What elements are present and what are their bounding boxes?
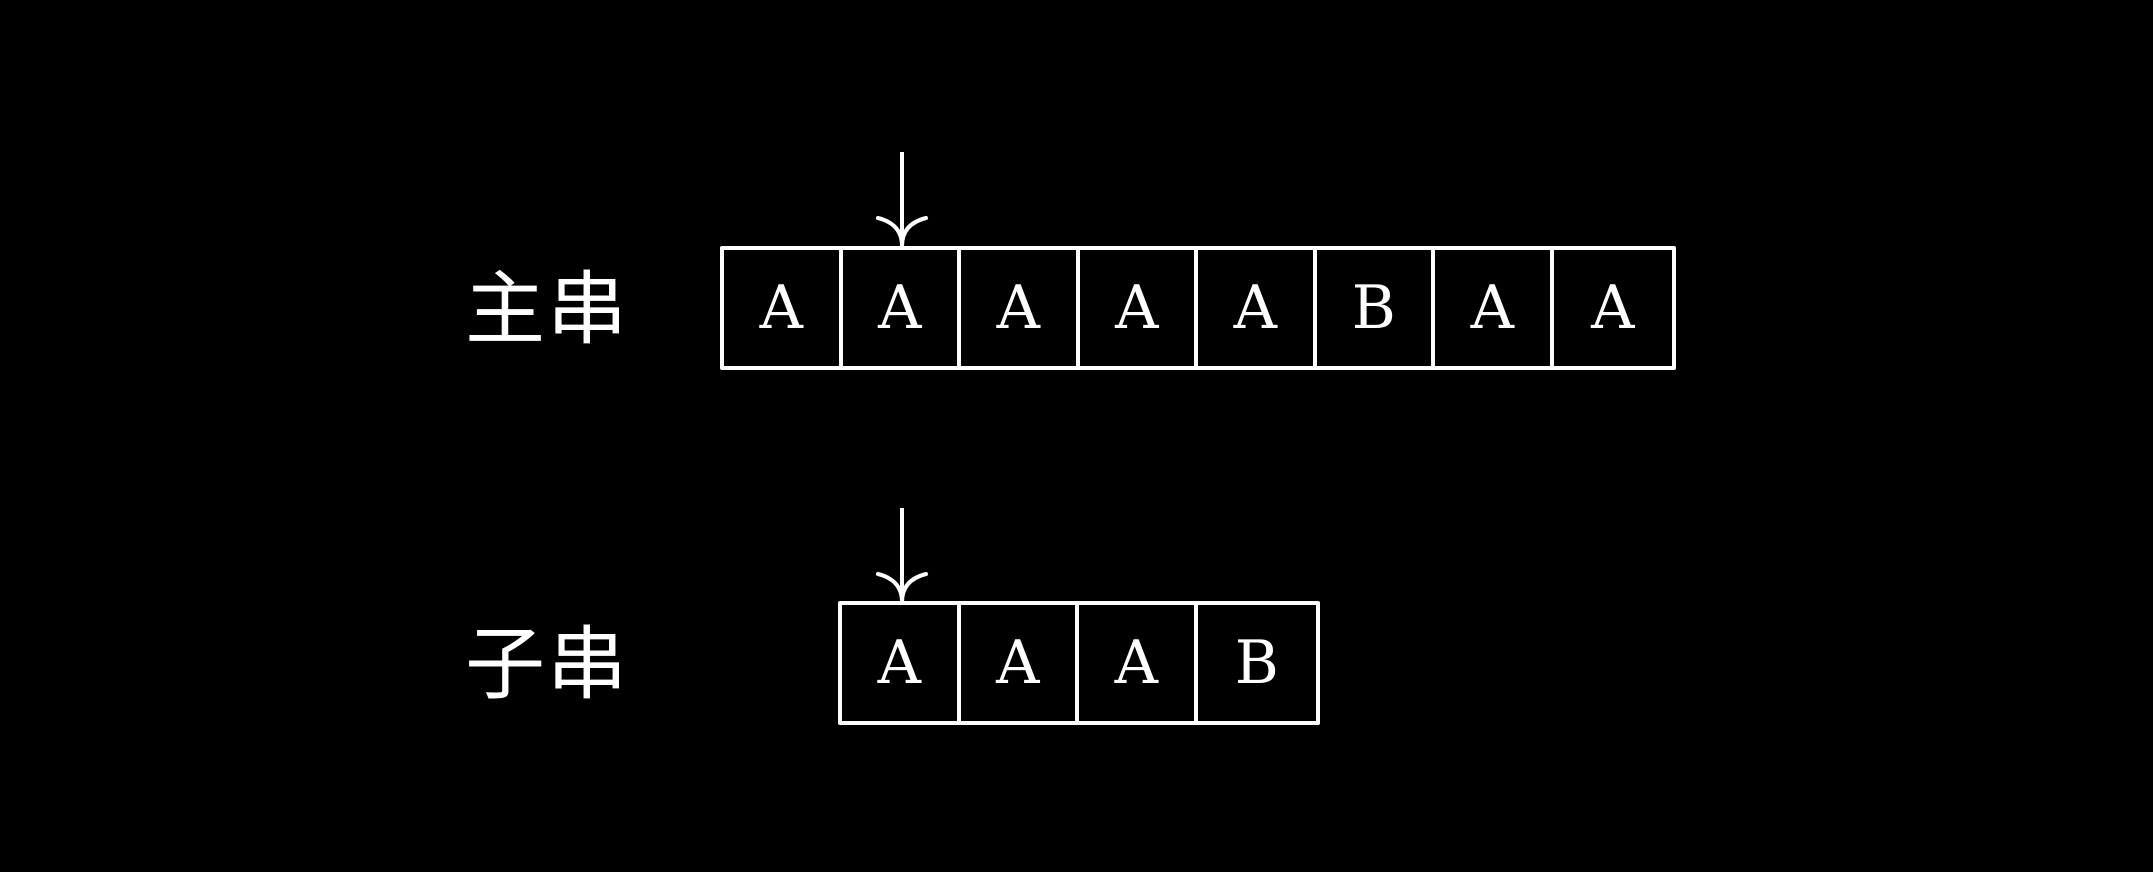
main-string-cell: A bbox=[1591, 273, 1635, 343]
main-string-cell: A bbox=[961, 250, 1080, 366]
sub-string-cell: A bbox=[1079, 605, 1198, 721]
main-string-cell: B bbox=[1317, 250, 1435, 366]
main-string-cell: A bbox=[1435, 250, 1554, 366]
main-string-cell: A bbox=[1080, 250, 1198, 366]
sub-string-cell: B bbox=[1234, 628, 1279, 698]
sub-pointer-arrow-icon bbox=[876, 508, 928, 603]
main-string-cell: A bbox=[724, 250, 843, 366]
main-pointer-arrow-icon bbox=[876, 152, 928, 247]
main-string-label: 主串 bbox=[465, 263, 629, 356]
sub-string-cell: A bbox=[842, 605, 961, 721]
sub-string-label: 子串 bbox=[465, 618, 629, 711]
main-string-cell: A bbox=[843, 250, 961, 366]
sub-string-cell: A bbox=[961, 605, 1079, 721]
main-string-cell: A bbox=[1198, 250, 1317, 366]
